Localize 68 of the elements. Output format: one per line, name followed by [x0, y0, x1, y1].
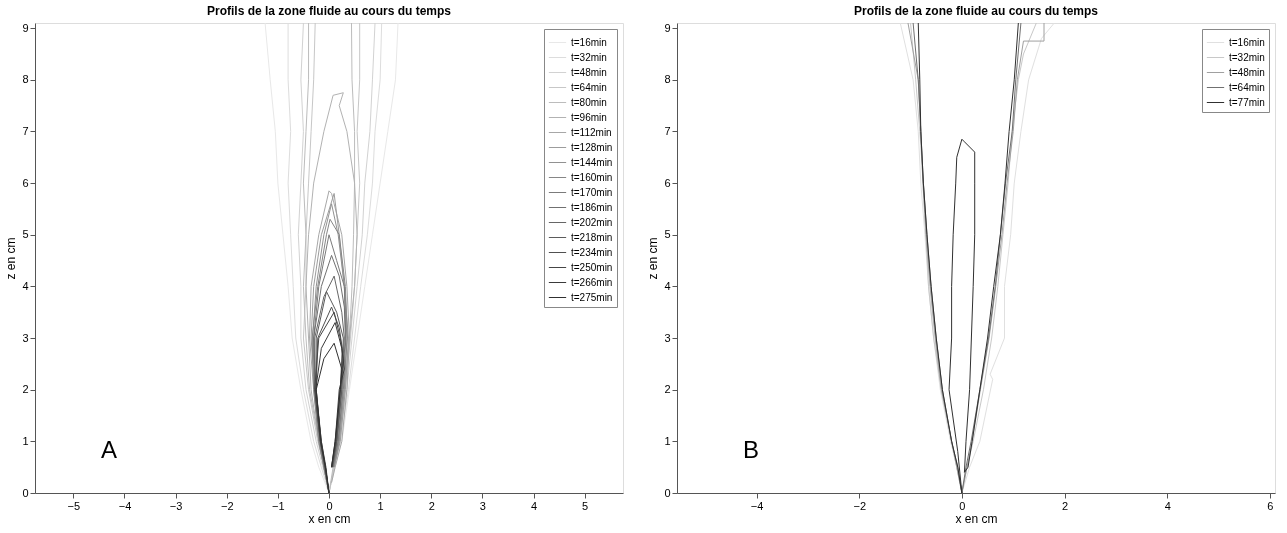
x-tick-label: −3: [169, 499, 183, 512]
legend-label: t=77min: [1229, 96, 1265, 108]
x-tick-label: 0: [959, 499, 966, 512]
chart-title: Profils de la zone fluide au cours du temps: [206, 4, 452, 19]
legend-label: t=48min: [1229, 66, 1265, 78]
legend-label: t=170min: [571, 186, 613, 198]
x-tick-label: 1: [377, 499, 384, 512]
y-tick-label: 5: [664, 228, 671, 241]
x-axis-title: x en cm: [955, 511, 998, 526]
y-tick-label: 3: [22, 331, 29, 344]
y-tick-label: 1: [664, 434, 671, 447]
y-tick-label: 8: [664, 73, 671, 86]
legend-label: t=64min: [571, 81, 607, 93]
y-tick-label: 6: [664, 176, 671, 189]
y-tick-label: 9: [22, 21, 29, 34]
y-tick-label: 2: [664, 383, 671, 396]
x-tick-label: 3: [479, 499, 486, 512]
legend-label: t=64min: [1229, 81, 1265, 93]
y-tick-label: 7: [664, 124, 671, 137]
y-tick-label: 7: [22, 124, 29, 137]
annotation: A: [101, 436, 118, 463]
y-tick-label: 8: [22, 73, 29, 86]
x-tick-label: −2: [220, 499, 234, 512]
y-axis-title: z en cm: [646, 237, 661, 280]
x-tick-label: 2: [428, 499, 435, 512]
x-tick-label: −4: [118, 499, 132, 512]
legend-label: t=234min: [571, 246, 613, 258]
annotation: B: [743, 436, 760, 463]
y-tick-label: 9: [664, 21, 671, 34]
legend-label: t=80min: [571, 96, 607, 108]
legend-label: t=250min: [571, 261, 613, 273]
legend-label: t=218min: [571, 231, 613, 243]
legend-label: t=32min: [1229, 51, 1265, 63]
chart-title: Profils de la zone fluide au cours du temps: [853, 4, 1099, 19]
legend-label: t=186min: [571, 201, 613, 213]
legend-label: t=16min: [1229, 36, 1265, 48]
legend-label: t=128min: [571, 141, 613, 153]
legend-label: t=202min: [571, 216, 613, 228]
y-tick-label: 4: [22, 279, 29, 292]
y-tick-label: 2: [22, 383, 29, 396]
x-tick-label: 2: [1061, 499, 1069, 512]
x-tick-label: −5: [67, 499, 81, 512]
y-axis-title: z en cm: [4, 237, 19, 280]
y-tick-label: 0: [664, 486, 671, 499]
legend-label: t=96min: [571, 111, 607, 123]
x-tick-label: −4: [750, 499, 764, 512]
y-tick-label: 4: [664, 279, 671, 292]
legend-label: t=32min: [571, 51, 607, 63]
y-tick-label: 5: [22, 228, 29, 241]
x-tick-label: 4: [1164, 499, 1171, 512]
y-tick-label: 1: [22, 434, 29, 447]
x-tick-label: 0: [326, 499, 333, 512]
legend-label: t=275min: [571, 291, 613, 303]
legend-label: t=48min: [571, 66, 607, 78]
y-tick-label: 6: [22, 176, 29, 189]
x-tick-label: −1: [272, 499, 285, 512]
legend-label: t=144min: [571, 156, 613, 168]
legend-label: t=112min: [571, 126, 612, 138]
y-tick-label: 3: [664, 331, 671, 344]
legend-label: t=266min: [571, 276, 613, 288]
legend-label: t=16min: [571, 36, 607, 48]
y-tick-label: 0: [22, 486, 29, 499]
x-tick-label: 6: [1267, 499, 1274, 512]
x-tick-label: 4: [530, 499, 538, 512]
x-tick-label: −2: [853, 499, 866, 512]
x-axis-title: x en cm: [308, 511, 351, 526]
legend-label: t=160min: [571, 171, 613, 183]
x-tick-label: 5: [582, 499, 589, 512]
